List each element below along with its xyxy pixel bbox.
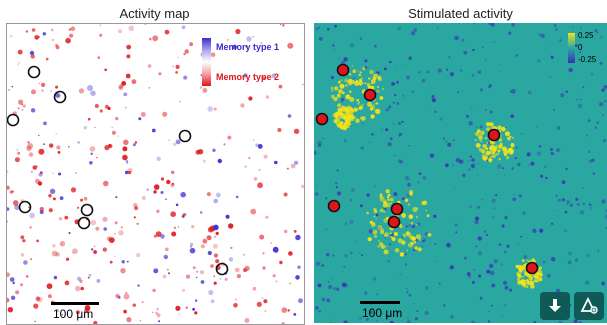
neuron-marker [387,215,401,229]
share-button[interactable] [574,292,604,320]
neuron-marker [327,199,341,213]
neuron-marker [390,202,404,216]
neuron-marker [18,200,32,214]
download-icon [549,299,561,312]
activity-colorbar [568,33,575,63]
colorbar-tick-zero: 0 [578,43,583,52]
neuron-markers [315,63,539,275]
activity-speckle [314,23,607,323]
neuron-marker [487,128,501,142]
neuron-marker [363,88,377,102]
neuron-marker [80,203,94,217]
scalebar-label: 100 μm [53,307,94,321]
right-panel-title: Stimulated activity [408,6,513,21]
activity-map-image: Memory type 1 Memory type 2 100 μm [6,23,305,325]
left-panel-title: Activity map [119,6,190,21]
neuron-marker [315,112,329,126]
neuron-marker [7,113,20,127]
legend-label-memory-type-2: Memory type 2 [216,72,280,82]
legend-label-memory-type-1: Memory type 1 [216,42,280,52]
colorbar-tick-max: 0.25 [578,31,594,40]
neuron-marker [53,90,67,104]
neuron-marker [215,262,229,276]
scalebar [51,302,99,305]
neuron-markers [7,65,229,276]
neuron-marker [77,216,91,230]
download-button[interactable] [540,292,570,320]
activity-map-canvas [7,24,304,324]
activity-speckle [7,24,304,324]
stimulated-activity-canvas [314,23,607,323]
neuron-marker [27,65,41,79]
share-icon [580,297,598,314]
memory-type-colorbar [202,38,211,86]
neuron-marker [178,129,192,143]
stimulated-activity-image: 0.25 0 -0.25 100 μm [314,23,607,323]
scalebar [360,301,400,304]
scalebar-label: 100 μm [362,306,403,320]
colorbar-tick-min: -0.25 [578,55,597,64]
neuron-marker [525,261,539,275]
neuron-marker [336,63,350,77]
